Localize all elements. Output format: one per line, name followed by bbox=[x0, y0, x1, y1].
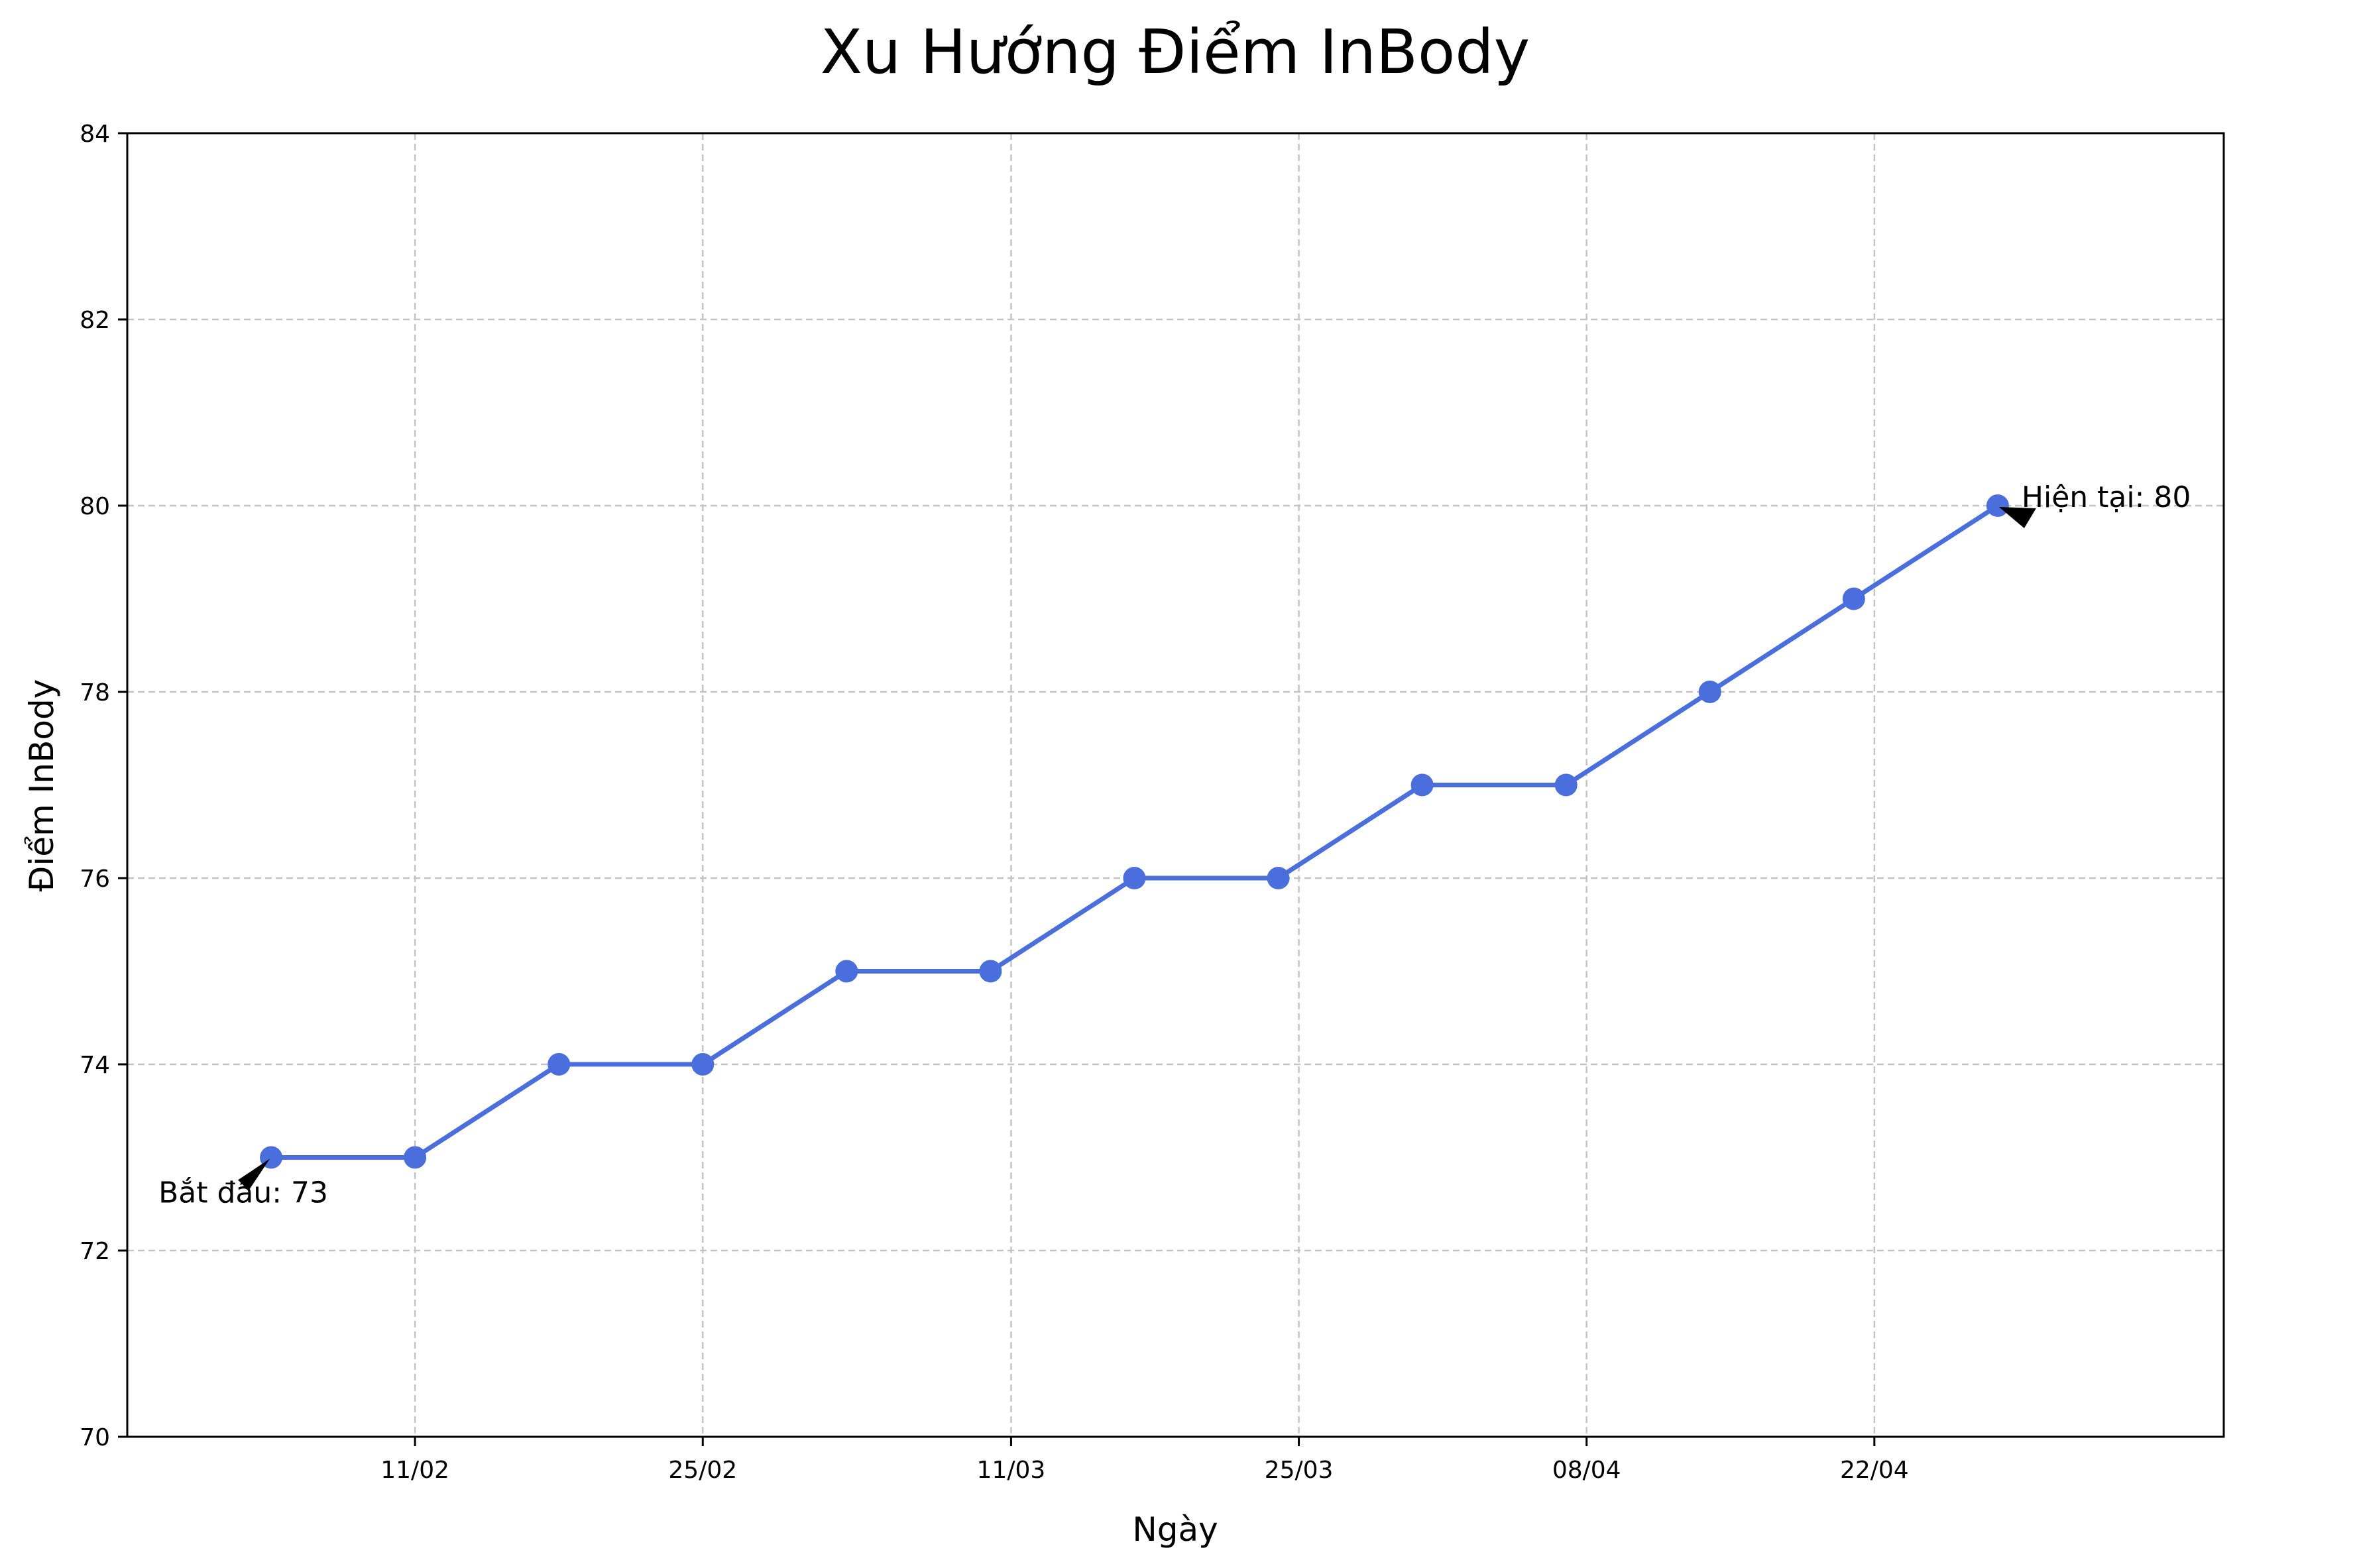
y-tick-label: 84 bbox=[80, 121, 110, 148]
x-tick-label: 08/04 bbox=[1552, 1457, 1621, 1484]
y-tick-label: 76 bbox=[80, 866, 110, 893]
data-point bbox=[1986, 494, 2009, 517]
y-tick-label: 70 bbox=[80, 1424, 110, 1451]
data-point bbox=[1267, 867, 1290, 889]
x-tick-label: 25/03 bbox=[1265, 1457, 1334, 1484]
points-group bbox=[260, 494, 2009, 1169]
data-point bbox=[1554, 773, 1578, 797]
data-point bbox=[835, 960, 858, 983]
data-point bbox=[1698, 681, 1721, 703]
x-axis: 11/02 25/02 11/03 25/03 08/04 22/04 bbox=[380, 1437, 1909, 1484]
y-tick-label: 78 bbox=[80, 679, 110, 706]
x-tick-label: 11/03 bbox=[977, 1457, 1046, 1484]
annotation-label: Bắt đầu: 73 bbox=[158, 1176, 328, 1210]
data-point bbox=[1123, 867, 1146, 889]
data-point bbox=[691, 1053, 715, 1076]
chart-title: Xu Hướng Điểm InBody bbox=[821, 17, 1530, 87]
annotation-label: Hiện tại: 80 bbox=[2022, 480, 2191, 514]
y-axis: 70 72 74 76 78 80 82 84 bbox=[80, 121, 127, 1451]
y-tick-label: 82 bbox=[80, 307, 110, 334]
x-axis-label: Ngày bbox=[1132, 1510, 1218, 1549]
y-tick-label: 80 bbox=[80, 493, 110, 520]
y-tick-label: 72 bbox=[80, 1238, 110, 1265]
y-axis-label: Điểm InBody bbox=[23, 679, 61, 892]
plot-frame bbox=[126, 132, 2225, 1438]
grid-lines bbox=[127, 133, 2224, 1437]
annotation-arrow bbox=[238, 1158, 270, 1191]
data-point bbox=[1410, 773, 1434, 797]
y-tick-label: 74 bbox=[80, 1052, 110, 1079]
data-point bbox=[404, 1146, 427, 1169]
data-point bbox=[1842, 587, 1865, 610]
annotations: Bắt đầu: 73 Hiện tại: 80 bbox=[158, 480, 2191, 1210]
x-tick-label: 11/02 bbox=[380, 1457, 449, 1484]
annotation-arrow bbox=[1998, 507, 2036, 528]
data-point bbox=[547, 1053, 571, 1076]
x-tick-label: 25/02 bbox=[668, 1457, 737, 1484]
data-point bbox=[979, 960, 1002, 983]
x-tick-label: 22/04 bbox=[1840, 1457, 1909, 1484]
